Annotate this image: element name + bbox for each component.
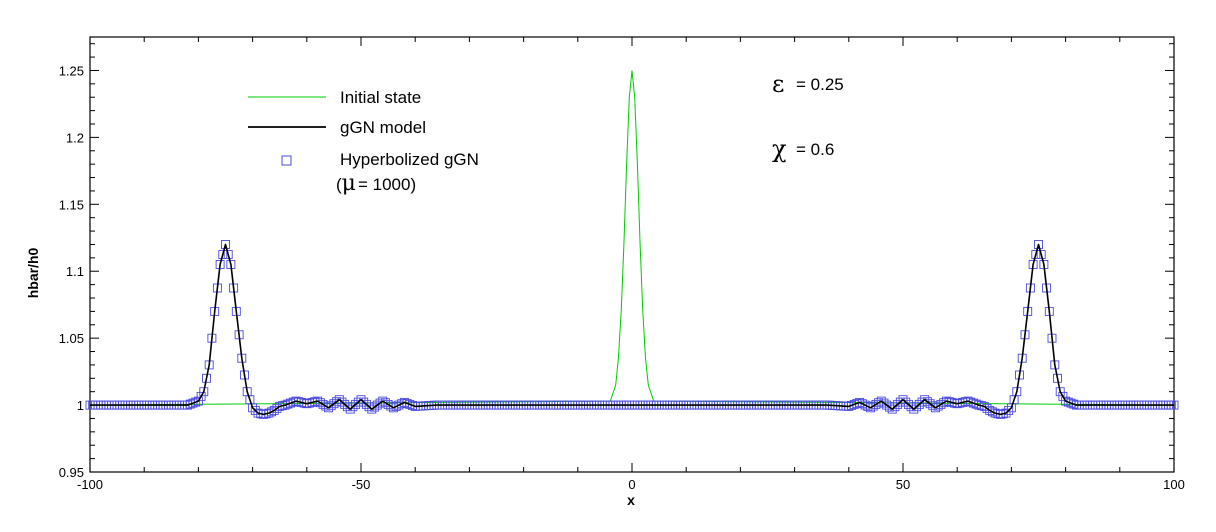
series-ggn-model (90, 243, 1174, 416)
hyperbolized-marker (356, 395, 366, 405)
hyperbolized-marker (248, 403, 258, 413)
hyperbolized-marker (982, 403, 992, 413)
chi-value: = 0.6 (796, 140, 834, 159)
hyperbolized-marker (188, 398, 198, 408)
series-initial-state (89, 70, 1175, 406)
y-tick-label: 1.1 (66, 264, 84, 279)
epsilon-symbol: ε (772, 70, 784, 98)
y-tick-label: 0.95 (59, 465, 84, 480)
y-tick-label: 1.25 (59, 63, 84, 78)
hyperbolized-marker (1058, 391, 1068, 401)
x-tick-label: -100 (77, 477, 103, 492)
hyperbolized-marker (264, 408, 274, 418)
hyperbolized-marker (898, 395, 908, 405)
legend-label-hyperbolized-ggn: Hyperbolized gGN (340, 150, 479, 169)
legend: Initial state gGN model Hyperbolized gGN… (248, 88, 479, 196)
hyperbolized-marker (334, 395, 344, 405)
x-tick-label: -50 (352, 477, 371, 492)
initial-state-line (89, 70, 1175, 406)
annotation-chi: χ = 0.6 (772, 135, 834, 163)
legend-mu-symbol: μ (342, 171, 356, 196)
hyperbolized-marker (191, 397, 201, 407)
hyperbolized-marker (223, 250, 233, 259)
legend-label-ggn-model: gGN model (340, 118, 426, 137)
hyperbolized-marker (359, 397, 369, 407)
hyperbolized-marker (221, 240, 230, 249)
hyperbolized-marker (887, 404, 897, 414)
annotation-epsilon: ε = 0.25 (772, 70, 844, 98)
legend-paren: ( (336, 175, 342, 194)
legend-label-mu-line: (μ = 1000) (336, 171, 416, 196)
hyperbolized-marker (901, 397, 911, 407)
hyperbolized-marker (348, 402, 358, 412)
ggn-model-line (90, 243, 1174, 416)
hyperbolized-marker (378, 396, 388, 406)
legend-label-initial-state: Initial state (340, 88, 421, 107)
hyperbolized-marker (337, 397, 347, 407)
legend-mu-value: = 1000) (358, 175, 416, 194)
legend-swatch-hyperbolized-ggn (281, 155, 292, 166)
hyperbolized-marker (1034, 240, 1043, 249)
hyperbolized-marker (313, 396, 323, 406)
hyperbolized-marker (866, 403, 875, 413)
hyperbolized-marker (267, 407, 277, 417)
y-tick-label: 1.2 (66, 130, 84, 145)
hyperbolized-marker (1036, 250, 1046, 259)
hyperbolized-marker (912, 402, 921, 412)
series-hyperbolized-ggn (85, 240, 1179, 419)
hyperbolized-marker (890, 402, 900, 412)
epsilon-value: = 0.25 (796, 75, 844, 94)
hyperbolized-marker (1004, 405, 1014, 415)
hyperbolized-marker (196, 391, 206, 401)
hyperbolized-marker (193, 396, 203, 406)
y-tick-label: 1.15 (59, 197, 84, 212)
hyperbolized-marker (1031, 250, 1041, 259)
y-axis-label: hbar/h0 (25, 248, 41, 299)
x-tick-label: 50 (896, 477, 910, 492)
hyperbolized-marker (931, 403, 940, 413)
x-tick-label: 100 (1163, 477, 1185, 492)
chi-symbol: χ (772, 135, 787, 163)
hyperbolized-marker (1001, 408, 1011, 418)
hyperbolized-marker (977, 401, 987, 411)
y-tick-label: 1.05 (59, 331, 84, 346)
y-tick-label: 1 (77, 398, 84, 413)
hyperbolized-marker (345, 404, 355, 414)
axis-ticks: -100 -50 0 50 100 0.95 1 1.05 1.1 1.15 1.2 1.25 (59, 37, 1185, 492)
x-tick-label: 0 (628, 477, 635, 492)
x-axis-label: x (627, 492, 635, 508)
hyperbolized-marker (909, 404, 919, 414)
hyperbolized-marker (218, 250, 228, 259)
hyperbolized-marker (868, 401, 878, 411)
hyperbolized-marker (315, 398, 325, 408)
